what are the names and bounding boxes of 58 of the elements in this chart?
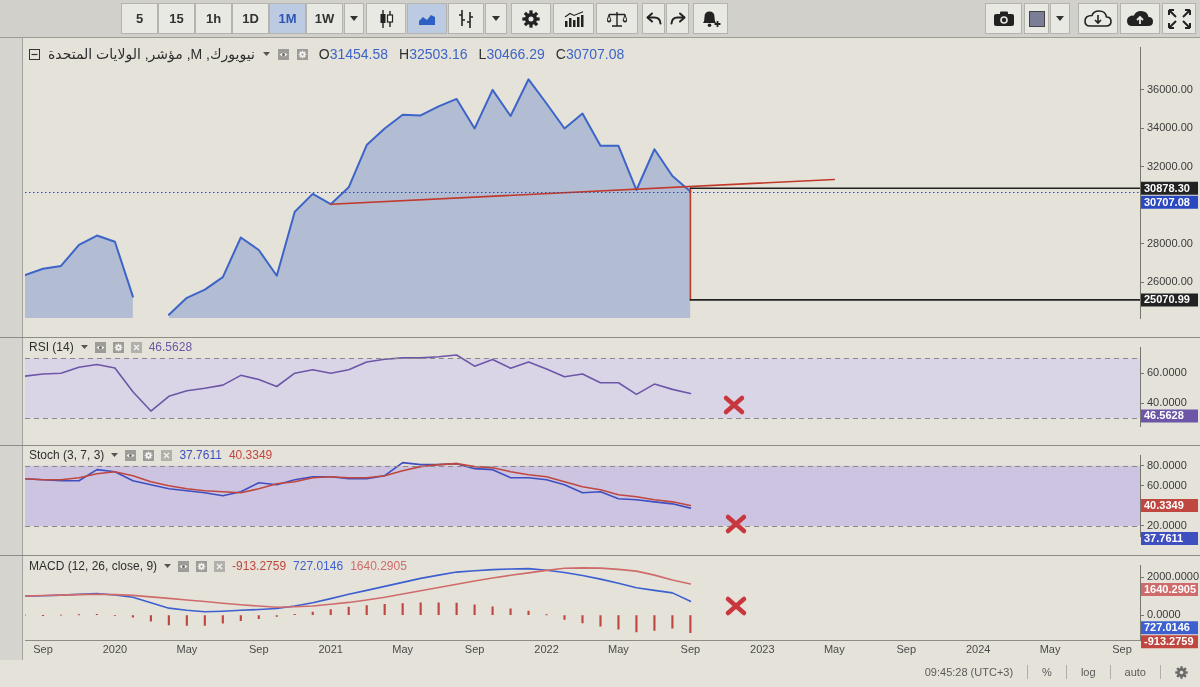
x-tick-label: Sep (680, 642, 701, 655)
y-tick-label: 2000.0000 (1147, 570, 1199, 583)
text: 15 (158, 3, 195, 34)
y-tick-label: 36000.00 (1147, 82, 1193, 95)
chart-title: MACD (12, 26, close, 9) (29, 559, 158, 573)
text: 37.7611 (1144, 531, 1184, 544)
text: 46.5628 (1144, 409, 1184, 422)
text: 5 (121, 3, 158, 34)
text: % (1042, 666, 1052, 678)
x-tick-label: May (823, 642, 846, 655)
x-tick-label: May (176, 642, 198, 655)
data-label: 30878.30 (1144, 181, 1190, 194)
y-tick-label: 28000.00 (1147, 236, 1193, 249)
annotation: 46.5628 (148, 340, 193, 354)
x-tick-label: 2022 (534, 642, 559, 655)
text: 1h (195, 3, 232, 34)
annotation: 37.7611 (179, 448, 222, 462)
chart-title: Stoch (3, 7, 3) (29, 448, 105, 462)
text: 1D (232, 3, 269, 34)
text: 1W (306, 3, 343, 34)
x-tick-label: Sep (896, 642, 916, 655)
text: auto (1124, 666, 1146, 678)
x-tick-label: 2021 (318, 642, 343, 655)
y-tick-label: 80.0000 (1147, 458, 1187, 471)
annotation: 1640.2905 (350, 559, 407, 573)
data-label: 25070.99 (1144, 293, 1190, 306)
chart-title: RSI (14) (29, 340, 74, 354)
text: 727.0146 (1144, 621, 1190, 634)
y-tick-label: 20.0000 (1147, 518, 1187, 531)
x-tick-label: May (392, 642, 414, 655)
y-tick-label: 32000.00 (1147, 159, 1193, 172)
y-tick-label: 40.0000 (1147, 396, 1187, 409)
x-tick-label: Sep (464, 642, 485, 655)
x-tick-label: 2024 (965, 642, 991, 655)
x-tick-label: Sep (33, 642, 53, 655)
annotation: 40.3349 (228, 448, 273, 462)
y-tick-label: 26000.00 (1147, 275, 1193, 288)
x-tick-label: Sep (249, 642, 269, 655)
annotation: 727.0146 (293, 559, 344, 573)
x-tick-label: 2020 (102, 642, 128, 655)
text: 1M (269, 3, 306, 34)
text: 09:45:28 (UTC+3) (924, 666, 1014, 678)
text: log (1080, 666, 1096, 678)
annotation: -913.2759 (232, 559, 287, 573)
y-tick-label: 0.0000 (1147, 608, 1181, 621)
x-tick-label: 2023 (750, 642, 775, 655)
x-tick-label: May (1039, 642, 1061, 655)
text: 40.3349 (1144, 499, 1184, 512)
chart-subtitle: O31454.58 H32503.16 L30466.29 C30707.08 (318, 46, 625, 62)
y-tick-label: 34000.00 (1147, 121, 1193, 134)
ref-line-label: 30707.08 (1144, 195, 1190, 208)
y-tick-label: 60.0000 (1147, 478, 1187, 491)
chart-title: نيويورك, M, مؤشر, الولايات المتحدة (48, 45, 255, 63)
text: -913.2759 (1144, 635, 1194, 648)
x-tick-label: Sep (1112, 642, 1132, 655)
text: 1640.2905 (1144, 583, 1196, 596)
x-tick-label: May (608, 642, 630, 655)
y-tick-label: 60.0000 (1147, 366, 1187, 379)
